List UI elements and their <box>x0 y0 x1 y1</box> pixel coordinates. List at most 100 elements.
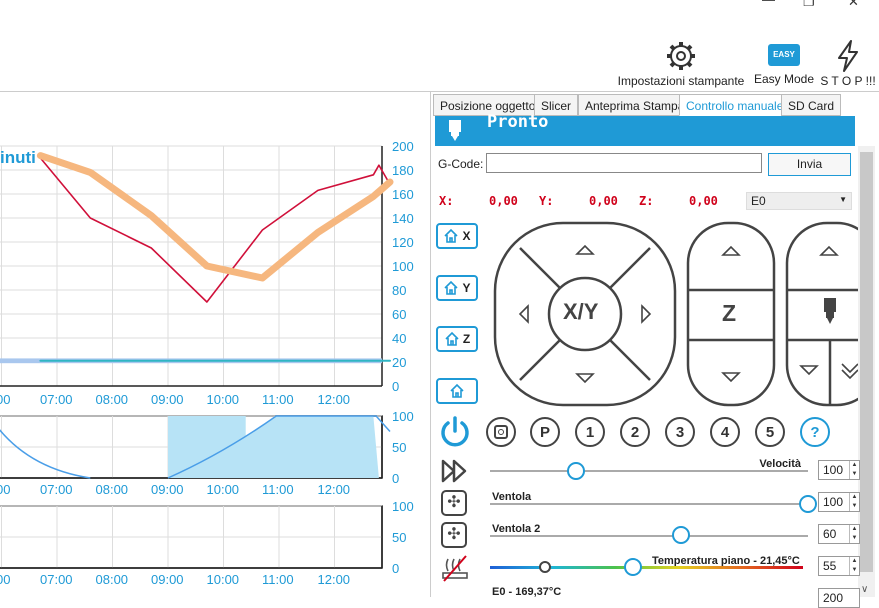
y-plus-arrow-icon[interactable] <box>575 244 595 255</box>
gcode-input[interactable] <box>486 153 762 173</box>
spinner-arrows-icon[interactable]: ▲ ▼ <box>849 461 859 479</box>
help-button[interactable]: ? <box>800 417 830 447</box>
extrude-down-arrow-icon[interactable] <box>799 365 819 376</box>
bed-temp-slider-thumb[interactable] <box>624 558 643 576</box>
y-minus-arrow-icon[interactable] <box>575 373 595 384</box>
fan-spinner[interactable]: 100 ▲ ▼ <box>818 492 860 512</box>
tab-sd-card[interactable]: SD Card <box>781 94 842 116</box>
scrollbar-thumb[interactable] <box>860 152 873 572</box>
vertical-scrollbar[interactable]: ∨ <box>858 146 875 597</box>
x-tick-label: 09:00 <box>151 392 184 407</box>
panel-divider <box>430 92 431 597</box>
tab-object-position[interactable]: Posizione oggetto <box>433 94 543 116</box>
z-jog-pad[interactable] <box>686 221 776 407</box>
z-jog-label: Z <box>722 300 737 326</box>
home-z-button[interactable]: Z <box>436 326 478 352</box>
home-y-label: Y <box>462 281 471 295</box>
x-tick-label: 09:00 <box>151 482 184 497</box>
z-minus-arrow-icon[interactable] <box>721 372 741 383</box>
status-bar: Pronto <box>435 112 855 146</box>
spinner-arrows-icon[interactable]: ▲ ▼ <box>849 525 859 543</box>
printer-settings-button[interactable]: Impostazioni stampante <box>616 40 746 88</box>
fan-slider-track[interactable] <box>490 503 808 505</box>
fan-slider-thumb[interactable] <box>799 495 817 513</box>
x-tick-label: 08:00 <box>96 572 129 587</box>
speed-slider-track[interactable] <box>490 470 808 472</box>
camera-button[interactable] <box>486 417 516 447</box>
home-z-label: Z <box>462 332 471 346</box>
home-x-button[interactable]: X <box>436 223 478 249</box>
maximize-button[interactable]: ❐ <box>803 0 815 9</box>
close-button[interactable]: ✕ <box>848 0 859 9</box>
home-x-label: X <box>462 229 471 243</box>
macro-1-button[interactable]: 1 <box>575 417 605 447</box>
extruder-select[interactable]: E0 ▼ <box>746 192 852 210</box>
tab-print-preview[interactable]: Anteprima Stampa <box>578 94 692 116</box>
fan-area <box>168 416 379 478</box>
speed-slider-thumb[interactable] <box>566 462 585 480</box>
x-tick-label: 12:00 <box>318 572 351 587</box>
home-y-button[interactable]: Y <box>436 275 478 301</box>
z-plus-arrow-icon[interactable] <box>721 245 741 256</box>
y-tick-label: 40 <box>392 331 406 346</box>
y-tick-label: 100 <box>392 259 414 274</box>
stop-label: S T O P !!! <box>820 74 876 88</box>
x-tick-label: 00 <box>0 392 10 407</box>
y-tick-label: 50 <box>392 530 406 545</box>
fan-value: 100 <box>823 495 844 509</box>
gcode-label: G-Code: <box>438 157 484 171</box>
home-icon <box>445 331 459 346</box>
spinner-arrows-icon[interactable]: ▲ ▼ <box>849 493 859 511</box>
printer-settings-label: Impostazioni stampante <box>617 74 745 88</box>
bed-temp-label: Temperatura piano - 21,45°C <box>652 555 800 567</box>
y-tick-label: 100 <box>392 499 414 514</box>
bed-temp-spinner[interactable]: 55 ▲ ▼ <box>818 556 860 576</box>
x-tick-label: 11:00 <box>262 392 294 407</box>
status-text: Pronto <box>487 112 549 132</box>
home-icon <box>450 383 464 398</box>
extruder-jog-pad[interactable] <box>785 221 858 407</box>
tab-manual-control[interactable]: Controllo manuale <box>679 94 791 116</box>
xy-home-center[interactable] <box>547 276 623 352</box>
speed-spinner[interactable]: 100 ▲ ▼ <box>818 460 860 480</box>
fan-line <box>167 415 391 479</box>
macro-4-button[interactable]: 4 <box>710 417 740 447</box>
x-tick-label: 00 <box>0 572 10 587</box>
tab-slicer[interactable]: Slicer <box>534 94 579 116</box>
pause-p-button[interactable]: P <box>530 417 560 447</box>
z-coord-label: Z: <box>639 194 654 208</box>
e0-temp-label: E0 - 169,37°C <box>492 586 562 598</box>
macro-2-button[interactable]: 2 <box>620 417 650 447</box>
heated-bed-off-icon <box>442 555 468 582</box>
macro-5-button[interactable]: 5 <box>755 417 785 447</box>
minimize-button[interactable]: — <box>762 0 775 7</box>
easy-mode-button[interactable]: EASY Easy Mode <box>752 42 816 86</box>
xy-jog-pad[interactable] <box>493 221 677 407</box>
scroll-down-arrow-icon[interactable]: ∨ <box>861 584 869 595</box>
macro-3-button[interactable]: 3 <box>665 417 695 447</box>
home-all-button[interactable] <box>436 378 478 404</box>
y-tick-label: 80 <box>392 283 406 298</box>
fan2-label: Ventola 2 <box>492 523 541 535</box>
fan2-slider-track[interactable] <box>490 535 808 537</box>
x-tick-label: 00 <box>0 482 10 497</box>
x-plus-arrow-icon[interactable] <box>641 304 652 324</box>
fan2-slider-thumb[interactable] <box>671 526 690 544</box>
extrude-fast-arrow-icon[interactable] <box>841 363 858 380</box>
y-coord-value: 0,00 <box>589 194 618 208</box>
power-icon[interactable] <box>438 415 472 449</box>
x-minus-arrow-icon[interactable] <box>518 304 529 324</box>
home-icon <box>444 280 459 295</box>
fan2-spinner[interactable]: 60 ▲ ▼ <box>818 524 860 544</box>
spinner-arrows-icon[interactable]: ▲ ▼ <box>849 557 859 575</box>
speed-label: Velocità <box>759 458 801 470</box>
printer-head-icon <box>449 120 461 141</box>
x-tick-label: 11:00 <box>262 482 294 497</box>
bed-temp-value: 55 <box>823 559 837 573</box>
send-button[interactable]: Invia <box>768 153 851 176</box>
bed-temp-slider-track[interactable] <box>490 566 803 569</box>
e0-temp-spinner[interactable]: 200 <box>818 588 860 608</box>
extruder-select-value: E0 <box>751 194 766 208</box>
stop-button[interactable]: S T O P !!! <box>820 40 876 88</box>
extrude-up-arrow-icon[interactable] <box>819 245 839 256</box>
